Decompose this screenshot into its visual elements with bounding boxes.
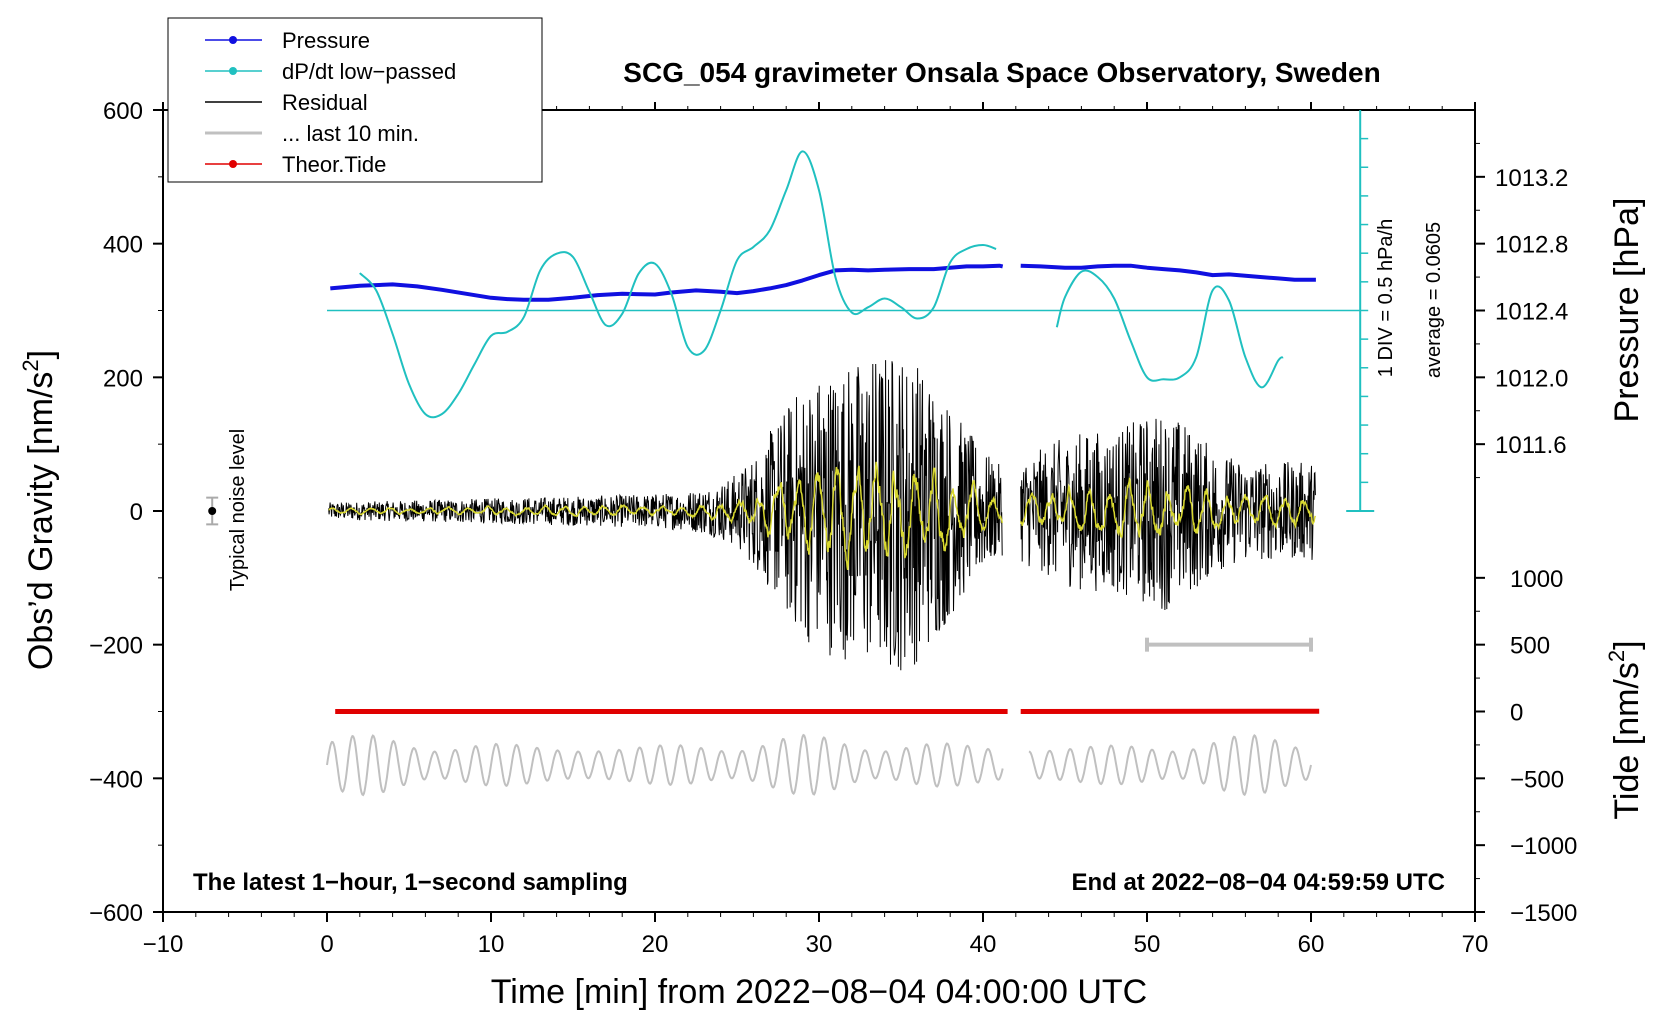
y-axis-left-title-main: Obs’d Gravity [nm/s xyxy=(22,372,60,671)
legend-label: Theor.Tide xyxy=(282,152,386,177)
y-tick-label: 0 xyxy=(130,499,143,526)
x-axis-title: Time [min] from 2022−08−04 04:00:00 UTC xyxy=(491,973,1147,1011)
x-tick-label: 0 xyxy=(320,931,333,958)
x-tick-label: 40 xyxy=(970,931,997,958)
sampling-note: The latest 1−hour, 1−second sampling xyxy=(193,869,628,896)
legend-label: dP/dt low−passed xyxy=(282,59,456,84)
last-10-min-line xyxy=(1028,733,1312,797)
x-tick-label: 10 xyxy=(478,931,505,958)
y-axis-pressure-title: Pressure [hPa] xyxy=(1608,198,1646,423)
pressure-tick-label: 1012.4 xyxy=(1495,299,1568,326)
x-tick-label: −10 xyxy=(143,931,184,958)
tide-tick-label: 1000 xyxy=(1510,566,1563,593)
div-scale-label: 1 DIV = 0.5 hPa/h xyxy=(1375,219,1397,377)
average-label: average = 0.0605 xyxy=(1423,222,1445,378)
residual-line xyxy=(1020,418,1316,611)
legend-box xyxy=(167,17,543,183)
y-axis-tide-title: Tide [nm/s2] xyxy=(1604,640,1646,819)
y-axis-tide-title-main: Tide [nm/s xyxy=(1608,662,1646,819)
pressure-tick-label: 1011.6 xyxy=(1495,432,1567,459)
residual-lowpass-line xyxy=(328,461,1003,571)
pressure-tick-label: 1013.2 xyxy=(1495,165,1568,192)
last-10-min-scale-bar xyxy=(1145,637,1313,652)
x-tick-label: 50 xyxy=(1134,931,1161,958)
y-tick-label: 400 xyxy=(103,232,143,259)
series-dp-dt-low-passed xyxy=(1055,269,1284,389)
legend-marker xyxy=(229,67,237,75)
series-last-10-min xyxy=(326,733,1312,797)
y-axis-tide-title-close: ] xyxy=(1608,640,1646,649)
pressure-tick-label: 1012.8 xyxy=(1495,232,1568,259)
series-dp-dt-low-passed xyxy=(359,150,997,419)
tide-tick-label: −1500 xyxy=(1510,900,1577,927)
series-lines xyxy=(330,150,1320,714)
y-tick-label: 200 xyxy=(103,365,143,392)
legend-label: Residual xyxy=(282,90,368,115)
y-tick-label: −600 xyxy=(89,900,143,927)
axis-tick-labels: −10 0 10 20 30 40 50 60 70 600 400 200 0 −200 −400 −600… xyxy=(89,98,1577,958)
end-time-note: End at 2022−08−04 04:59:59 UTC xyxy=(1071,869,1445,896)
legend-label: Pressure xyxy=(282,28,370,53)
y-tick-label: −200 xyxy=(89,633,143,660)
tide-tick-label: 0 xyxy=(1510,700,1523,727)
typical-noise-label: Typical noise level xyxy=(227,429,249,591)
typical-noise-marker xyxy=(206,496,219,526)
legend-marker xyxy=(229,36,237,44)
series-residual xyxy=(328,360,1316,671)
chart-title: SCG_054 gravimeter Onsala Space Observat… xyxy=(623,57,1380,88)
y-tick-label: −400 xyxy=(89,766,143,793)
x-tick-label: 70 xyxy=(1462,931,1489,958)
y-axis-left-title: Obs’d Gravity [nm/s2] xyxy=(18,350,60,670)
y-axis-left-title-close: ] xyxy=(22,350,60,359)
y-tick-label: 600 xyxy=(103,98,143,125)
x-tick-label: 30 xyxy=(806,931,833,958)
y-axis-tide-title-sup: 2 xyxy=(1604,650,1629,662)
residual-lowpass-line xyxy=(1019,476,1317,539)
legend: Pressure dP/dt low−passed Residual ... last… xyxy=(167,17,543,183)
noise-point xyxy=(208,507,217,515)
legend-marker xyxy=(229,160,237,168)
x-tick-label: 60 xyxy=(1298,931,1325,958)
tide-tick-label: −500 xyxy=(1510,766,1564,793)
legend-label: ... last 10 min. xyxy=(282,121,419,146)
y-axis-left-title-sup: 2 xyxy=(18,359,43,371)
tide-tick-label: −1000 xyxy=(1510,833,1577,860)
series-pressure xyxy=(1020,263,1316,282)
tide-tick-label: 500 xyxy=(1510,633,1550,660)
x-tick-label: 20 xyxy=(642,931,669,958)
residual-line xyxy=(328,360,1003,671)
series-residual-lowpass xyxy=(328,461,1317,571)
last-10-min-line xyxy=(326,733,1004,797)
pressure-tick-label: 1012.0 xyxy=(1495,365,1568,392)
series-pressure xyxy=(330,263,1004,302)
